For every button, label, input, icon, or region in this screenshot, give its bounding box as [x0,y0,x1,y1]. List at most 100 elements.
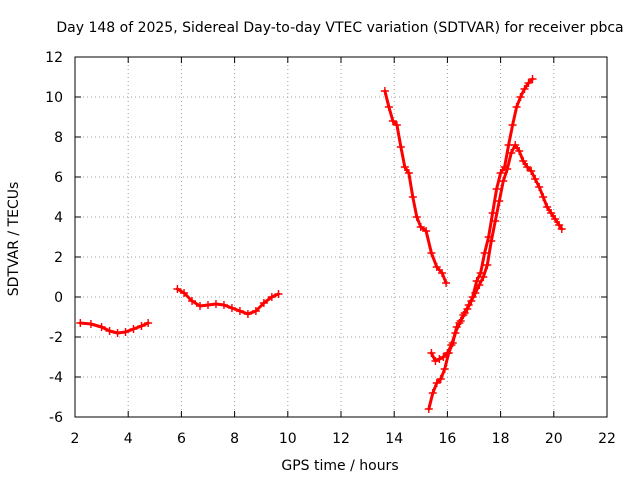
data-point [427,349,436,357]
data-point [105,327,114,335]
x-tick-label: 10 [279,431,297,447]
data-point [113,329,122,337]
data-point [424,405,433,413]
x-axis-label: GPS time / hours [281,458,398,474]
data-point [442,279,451,287]
data-point [527,167,536,175]
data-point [380,87,389,95]
data-point [480,249,489,257]
data-point [443,349,452,357]
data-point [121,328,130,336]
y-tick-label: -2 [49,330,63,346]
data-point [557,225,566,233]
data-point [507,149,516,157]
x-tick-label: 22 [598,431,616,447]
data-point [76,319,85,327]
data-point [447,341,456,349]
data-point [488,209,497,217]
data-point [503,165,512,173]
x-tick-label: 16 [438,431,456,447]
data-point [440,365,449,373]
data-point [432,379,441,387]
data-point [495,197,504,205]
data-point [173,285,182,293]
grid [75,57,607,417]
data-point [144,319,153,327]
series-segment-2 [173,285,283,318]
data-point [388,117,397,125]
data-point [180,289,189,297]
data-point [396,143,405,151]
data-point [422,227,431,235]
data-point [408,193,417,201]
y-tick-label: 2 [54,250,63,266]
data-point [479,273,488,281]
chart-title: Day 148 of 2025, Sidereal Day-to-day VTE… [56,20,623,36]
data-point [524,79,533,87]
x-tick-label: 6 [177,431,186,447]
data-point [528,75,537,83]
x-tick-label: 12 [332,431,350,447]
data-point [492,185,501,193]
data-point [227,304,236,312]
data-point [535,183,544,191]
data-point [392,121,401,129]
data-point [274,290,283,298]
data-point [515,147,524,155]
data-point [455,319,464,327]
data-point [508,121,517,129]
x-tick-label: 8 [230,431,239,447]
series-segment-1 [76,319,153,337]
data-point [499,177,508,185]
data-point [531,175,540,183]
data-point [251,307,260,315]
data-point [204,301,212,309]
y-tick-label: 6 [54,170,63,186]
y-tick-label: 10 [45,90,63,106]
data-point [436,375,445,383]
series-trace [175,287,280,316]
x-tick-label: 14 [385,431,403,447]
data-point [491,217,500,225]
data-point [467,297,476,305]
data-point [439,353,448,361]
y-tick-label: 4 [54,210,63,226]
y-tick-label: 8 [54,130,63,146]
x-tick-label: 20 [545,431,563,447]
data-point [428,389,437,397]
series-trace [429,143,564,363]
y-tick-label: 12 [45,50,63,66]
data-point [137,322,146,330]
series-segment-3 [380,87,451,287]
data-point [471,289,480,297]
x-tick-label: 18 [492,431,510,447]
data-point [543,203,552,211]
data-point [267,293,276,301]
x-tick-label: 2 [71,431,80,447]
y-axis-label: SDTVAR / TECUs [6,182,22,297]
data-point [384,103,393,111]
data-point [451,329,460,337]
y-tick-label: -6 [49,410,63,426]
data-point [211,300,220,308]
data-point [475,281,484,289]
data-point [188,297,197,305]
axis-ticks: 2 4 6 8 10 12 14 16 18 20 22 -6 -4 -2 0 2 4 6 8 10 12 [45,50,616,447]
data-point [235,307,244,315]
data-point [259,299,268,307]
data-point [219,301,228,309]
y-tick-label: 0 [54,290,63,306]
data-point [196,302,205,310]
data-point [523,163,532,171]
data-point [519,157,528,165]
data-point [416,223,425,231]
data-point [539,193,548,201]
data-point [520,85,529,93]
data-point [496,169,505,177]
data-point [438,269,447,277]
x-tick-label: 4 [124,431,133,447]
data-point [97,323,106,331]
data-point [459,311,468,319]
data-point [129,325,138,333]
